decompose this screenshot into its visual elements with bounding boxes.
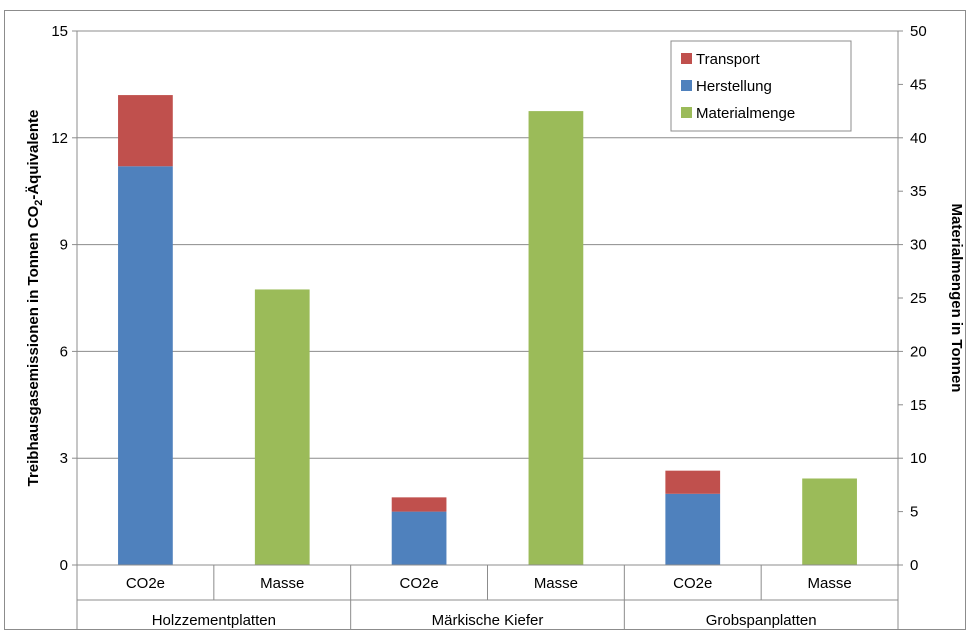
bars <box>118 95 857 565</box>
left-tick-label: 9 <box>60 237 68 254</box>
legend-label-materialmenge: Materialmenge <box>696 105 795 122</box>
right-axis-title: Materialmengen in Tonnen <box>948 204 965 393</box>
bar-transport <box>391 497 447 512</box>
bar-materialmenge <box>802 478 857 565</box>
left-tick-label: 15 <box>51 23 68 40</box>
bar-herstellung <box>665 493 721 565</box>
x-subcategory-label: CO2e <box>399 575 438 592</box>
legend-swatch-transport <box>681 53 692 64</box>
left-tick-label: 6 <box>60 343 68 360</box>
right-tick-label: 45 <box>910 76 927 93</box>
right-tick-label: 25 <box>910 290 927 307</box>
right-tick-label: 5 <box>910 504 918 521</box>
right-tick-label: 15 <box>910 397 927 414</box>
right-tick-label: 30 <box>910 237 927 254</box>
right-tick-label: 50 <box>910 23 927 40</box>
left-axis-title: Treibhausgasemissionen in Tonnen CO2-Äqu… <box>25 110 45 487</box>
x-subcategory-label: Masse <box>260 575 304 592</box>
bar-materialmenge <box>254 289 310 565</box>
right-tick-label: 10 <box>910 450 927 467</box>
right-tick-label: 0 <box>910 557 918 574</box>
legend-label-transport: Transport <box>696 51 760 68</box>
x-subcategory-label: CO2e <box>126 575 165 592</box>
bar-transport <box>118 95 173 167</box>
bar-materialmenge <box>528 111 584 565</box>
legend-swatch-materialmenge <box>681 107 692 118</box>
right-axis-ticks: 0 5 10 15 20 25 30 35 40 45 50 <box>898 23 927 574</box>
right-tick-label: 20 <box>910 343 927 360</box>
left-tick-label: 3 <box>60 450 68 467</box>
right-tick-label: 35 <box>910 183 927 200</box>
x-group-label: Grobspanplatten <box>706 612 817 629</box>
legend: Transport Herstellung Materialmenge <box>670 40 852 132</box>
right-tick-label: 40 <box>910 130 927 147</box>
bar-transport <box>665 470 721 494</box>
x-subcategory-label: CO2e <box>673 575 712 592</box>
bar-herstellung <box>391 511 447 565</box>
legend-swatch-herstellung <box>681 80 692 91</box>
left-tick-label: 0 <box>60 557 68 574</box>
legend-box <box>670 40 852 132</box>
x-subcategory-label: Masse <box>807 575 851 592</box>
left-axis-ticks: 0 3 6 9 12 15 <box>51 23 77 574</box>
left-tick-label: 12 <box>51 130 68 147</box>
legend-label-herstellung: Herstellung <box>696 78 772 95</box>
bar-herstellung <box>118 166 173 565</box>
x-subcategory-label: Masse <box>534 575 578 592</box>
x-group-label: Märkische Kiefer <box>432 612 544 629</box>
x-axis-labels: CO2e Masse CO2e Masse CO2e Masse Holzzementpla… <box>76 565 899 630</box>
x-group-label: Holzzementplatten <box>152 612 276 629</box>
